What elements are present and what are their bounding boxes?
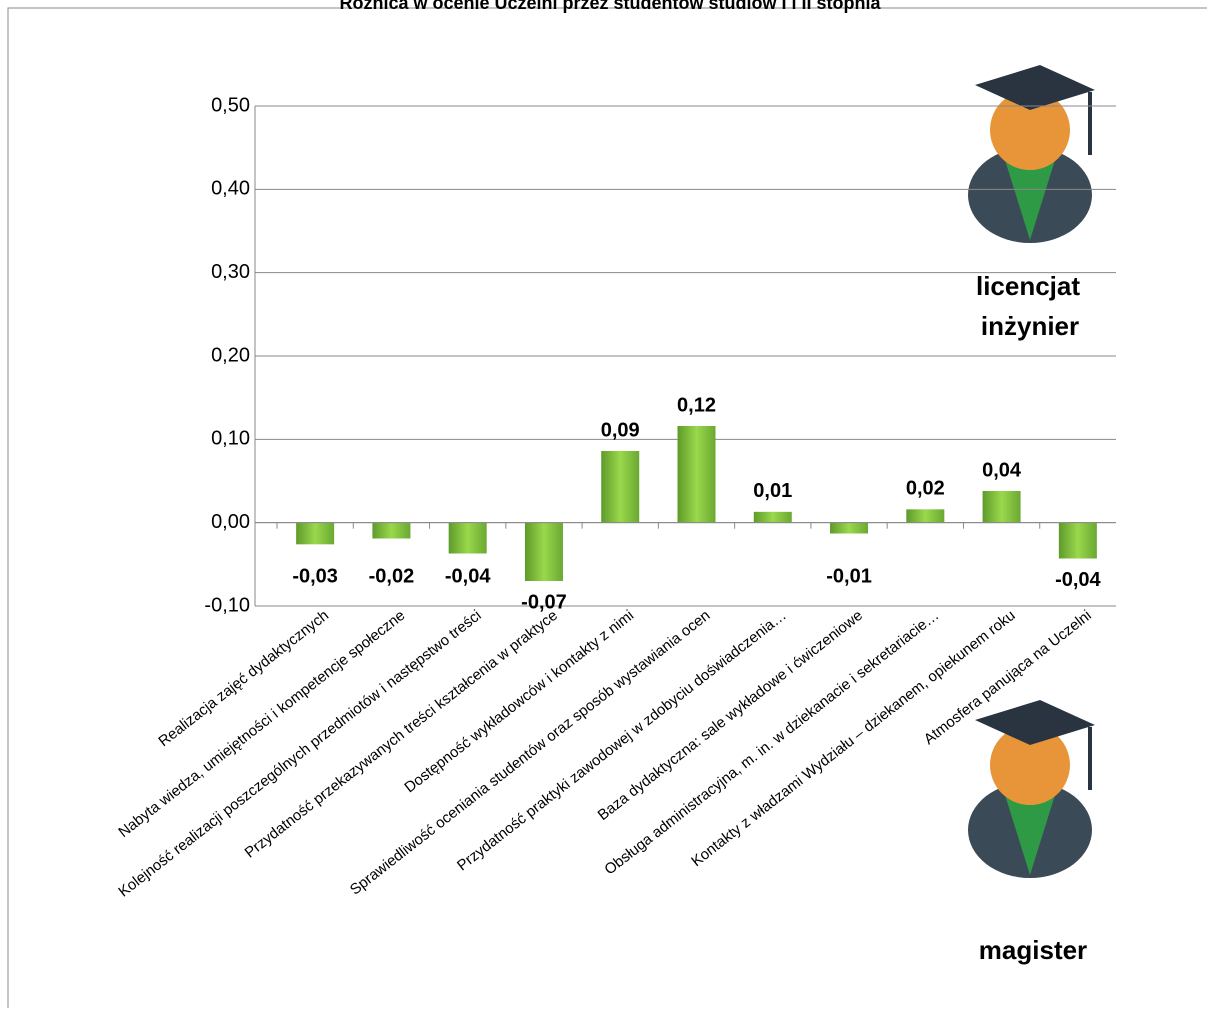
x-tick-label: Kolejność realizacji poszczególnych prze… [115, 607, 484, 901]
bar [1058, 522, 1097, 559]
value-label: 0,12 [677, 394, 716, 416]
chart-title: Różnica w ocenie Uczelni przez studentów… [339, 0, 881, 13]
graduate-icon [968, 700, 1095, 878]
x-tick-label: Sprawiedliwość oceniania studentów oraz … [347, 607, 714, 899]
annotation: magister [979, 935, 1087, 965]
bar [906, 509, 945, 523]
y-tick-label: 0,10 [211, 428, 250, 450]
x-tick-label: Nabyta wiedza, umiejętności i kompetencj… [115, 607, 408, 841]
x-tick-label: Baza dydaktyczna: sale wykładowe i ćwicz… [595, 607, 866, 824]
chart-frame [7, 7, 1207, 1013]
value-label: 0,09 [601, 419, 640, 441]
bar [372, 522, 411, 539]
bar [830, 522, 869, 534]
value-label: -0,01 [826, 565, 872, 587]
bar [677, 426, 716, 523]
value-label: 0,01 [753, 480, 792, 502]
bar [524, 522, 563, 581]
bar [982, 491, 1021, 523]
y-tick-label: 0,00 [211, 511, 250, 533]
annotation: inżynier [981, 311, 1079, 341]
y-tick-label: 0,30 [211, 261, 250, 283]
y-tick-label: 0,40 [211, 178, 250, 200]
value-label: 0,04 [982, 459, 1022, 481]
y-tick-label: 0,20 [211, 344, 250, 366]
bar [601, 451, 640, 523]
bar [448, 522, 487, 554]
annotation: licencjat [976, 271, 1080, 301]
value-label: 0,02 [906, 478, 945, 500]
bar [296, 522, 335, 545]
value-label: -0,02 [369, 565, 415, 587]
value-label: -0,04 [1055, 569, 1101, 591]
value-label: -0,03 [292, 565, 338, 587]
y-tick-label: -0,10 [204, 594, 250, 616]
graduate-icon [968, 65, 1095, 243]
bar [753, 511, 792, 523]
value-label: -0,04 [445, 565, 491, 587]
value-label: -0,07 [521, 591, 567, 613]
y-tick-label: 0,50 [211, 94, 250, 116]
